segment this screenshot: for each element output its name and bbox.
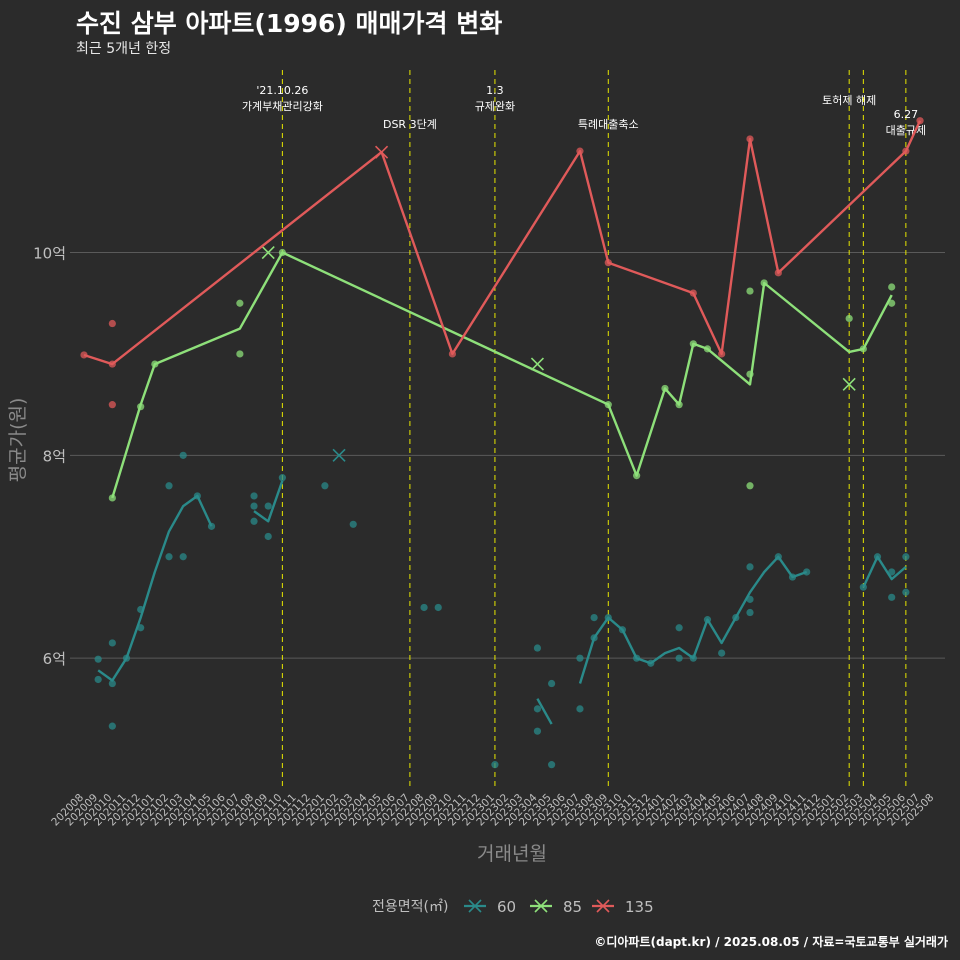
point-60	[675, 624, 683, 632]
point-60	[264, 532, 272, 541]
point-85	[236, 350, 244, 358]
point-60	[179, 451, 187, 459]
point-60	[902, 588, 910, 596]
point-60	[888, 568, 896, 576]
x-marker-85	[261, 245, 275, 260]
event-annotation-line: '21.10.26	[256, 84, 308, 97]
legend-label: 85	[563, 898, 582, 916]
series-line-85	[111, 251, 893, 499]
event-annotation: '21.10.26 가계부채관리강화	[242, 84, 323, 113]
event-annotation: 토허제 해제	[822, 93, 876, 107]
point-60	[548, 679, 556, 688]
point-60	[533, 705, 542, 713]
point-60	[321, 482, 329, 490]
legend-swatch-marker	[468, 899, 482, 913]
event-annotation-line: 특례대출축소	[578, 118, 639, 131]
legend-title: 전용면적(㎡)	[372, 899, 448, 915]
point-60	[533, 727, 542, 735]
point-60	[250, 517, 258, 525]
point-60	[675, 654, 683, 662]
point-60	[94, 655, 102, 663]
event-annotation-line: 대출규제	[886, 124, 926, 137]
event-annotation-line: 토허제 해제	[822, 93, 876, 107]
point-135	[108, 401, 116, 409]
point-60	[94, 675, 102, 684]
legend-swatch-marker	[596, 899, 610, 913]
x-marker-85	[530, 357, 545, 371]
chart-title: 수진 삼부 아파트(1996) 매매가격 변화	[76, 9, 503, 38]
point-60	[349, 520, 357, 528]
point-60	[576, 705, 584, 713]
legend: 전용면적(㎡) 60 85 135	[372, 898, 654, 916]
series-layer	[80, 117, 924, 769]
x-marker-60	[332, 448, 346, 462]
x-axis-label: 거래년월	[477, 843, 547, 865]
chart-subtitle: 최근 5개년 한정	[76, 41, 172, 57]
grid-layer	[70, 252, 945, 659]
point-60	[108, 639, 116, 647]
axis-layer: 6억8억10억202008202009202010202011202012202…	[33, 245, 936, 829]
series-line-60	[862, 555, 907, 588]
point-60	[165, 553, 173, 561]
point-85	[888, 299, 896, 307]
point-60	[108, 679, 116, 688]
point-60	[420, 603, 428, 612]
point-60	[746, 608, 754, 617]
point-60	[250, 502, 258, 510]
x-marker-135	[375, 145, 389, 159]
point-60	[179, 553, 187, 561]
series-line-60	[97, 494, 213, 682]
point-60	[718, 649, 726, 657]
point-60	[590, 614, 598, 622]
point-85	[108, 494, 116, 502]
point-85	[236, 299, 244, 307]
event-annotation-line: 6.27	[894, 108, 919, 121]
point-60	[548, 761, 556, 769]
point-60	[491, 761, 499, 769]
point-60	[278, 474, 286, 482]
point-60	[888, 593, 896, 601]
x-marker-85	[842, 377, 856, 391]
event-annotation: 특례대출축소	[578, 118, 639, 131]
event-annotation-line: 규제완화	[475, 100, 515, 113]
event-annotation-line: 1.3	[486, 84, 504, 97]
event-annotation: DSR 3단계	[383, 118, 437, 131]
point-85	[845, 314, 853, 323]
event-annotation-line: DSR 3단계	[383, 118, 437, 131]
series-line-135	[83, 120, 922, 366]
point-60	[165, 482, 173, 490]
event-annotation: 1.3 규제완화	[475, 84, 515, 113]
event-annotation-line: 가계부채관리강화	[242, 100, 323, 113]
point-60	[576, 654, 584, 662]
legend-label: 135	[625, 898, 654, 916]
point-60	[533, 644, 542, 652]
y-tick-label: 8억	[43, 447, 66, 465]
point-85	[888, 283, 896, 291]
point-85	[746, 287, 754, 295]
y-tick-label: 10억	[33, 245, 66, 263]
y-axis-label: 평균가(원)	[7, 398, 29, 483]
series-line-60	[536, 698, 553, 725]
legend-label: 60	[497, 898, 516, 916]
point-85	[746, 482, 754, 490]
point-60	[264, 502, 272, 510]
point-60	[746, 563, 754, 571]
point-60	[108, 722, 116, 730]
point-60	[434, 603, 442, 612]
y-tick-label: 6억	[43, 650, 66, 668]
footer-credit: ©디아파트(dapt.kr) / 2025.08.05 / 자료=국토교통부 실…	[594, 935, 948, 949]
series-line-60	[578, 555, 808, 684]
legend-swatch-marker	[534, 899, 548, 913]
point-60	[902, 553, 910, 561]
series-line-60	[253, 480, 284, 523]
point-135	[108, 319, 116, 328]
point-60	[250, 492, 258, 500]
